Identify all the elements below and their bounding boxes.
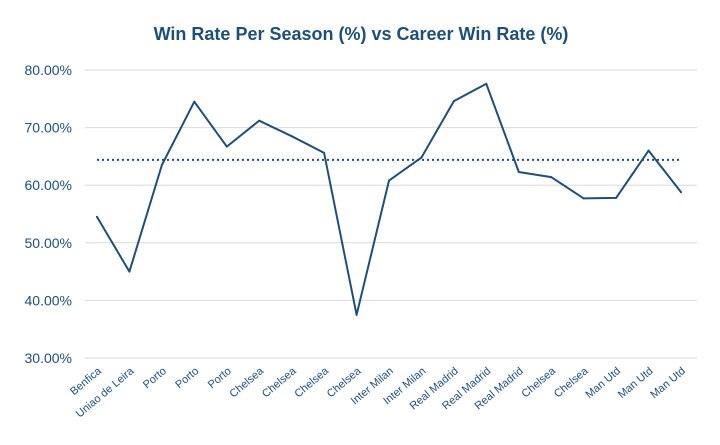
- data-point: [420, 156, 423, 159]
- y-tick-label: 70.00%: [25, 120, 72, 136]
- data-point: [517, 170, 520, 173]
- data-point: [193, 100, 196, 103]
- x-tick-label: Chelsea: [292, 365, 331, 401]
- y-tick-label: 60.00%: [25, 177, 72, 193]
- data-point: [290, 135, 293, 138]
- series-layer: [96, 82, 682, 316]
- data-point: [452, 100, 455, 103]
- data-point: [680, 191, 682, 194]
- data-point: [388, 179, 390, 182]
- season-win-rate-line: [96, 82, 682, 316]
- y-tick-label: 80.00%: [25, 62, 72, 78]
- y-tick-label: 30.00%: [25, 350, 72, 366]
- x-tick-label: Man Utd: [583, 365, 623, 401]
- x-tick-label: Chelsea: [228, 365, 267, 401]
- data-point: [355, 313, 358, 316]
- y-tick-label: 40.00%: [25, 292, 72, 308]
- data-point: [647, 149, 650, 152]
- y-axis-ticks: 80.00% 70.00% 60.00% 50.00% 40.00% 30.00%: [25, 62, 72, 366]
- x-tick-label: Man Utd: [648, 365, 688, 401]
- y-tick-label: 50.00%: [25, 235, 72, 251]
- x-tick-label: Porto: [173, 365, 201, 391]
- data-point: [225, 145, 228, 148]
- x-tick-label: Uniao de Leira: [74, 365, 137, 421]
- x-tick-label: Porto: [206, 365, 234, 391]
- x-tick-label: Porto: [141, 365, 169, 391]
- chart-title: Win Rate Per Season (%) vs Career Win Ra…: [154, 24, 569, 44]
- data-point: [96, 215, 98, 218]
- data-point: [615, 196, 618, 199]
- x-tick-label: Chelsea: [260, 365, 299, 401]
- x-tick-label: Chelsea: [520, 365, 559, 401]
- data-point: [582, 197, 585, 200]
- gridlines: [85, 69, 697, 359]
- data-point: [258, 119, 261, 122]
- data-point: [323, 151, 326, 154]
- x-tick-label: Man Utd: [616, 365, 656, 401]
- data-point: [128, 270, 131, 273]
- data-point: [485, 82, 488, 85]
- data-point: [160, 164, 163, 167]
- data-point: [550, 176, 553, 179]
